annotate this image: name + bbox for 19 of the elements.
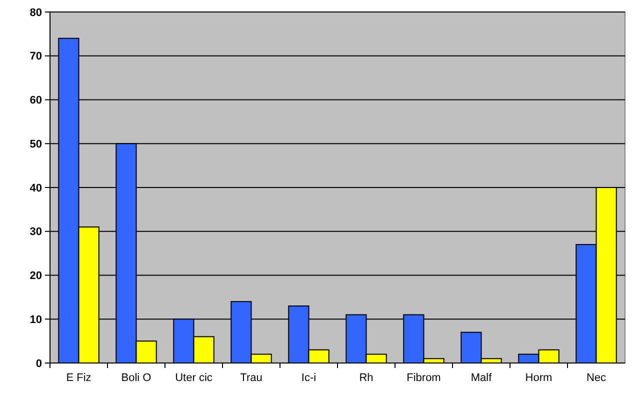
x-tick-label: Ic-i [301, 372, 316, 384]
y-tick-label: 0 [36, 358, 42, 370]
x-tick-label: Boli O [121, 372, 152, 384]
x-tick-label: Horm [525, 372, 552, 384]
y-tick-label: 60 [30, 94, 42, 107]
x-tick-label: E Fiz [66, 372, 92, 384]
x-tick-label: Nec [586, 372, 607, 384]
x-tick-label: Malf [470, 372, 493, 384]
x-tick-label: Uter cic [175, 372, 213, 384]
y-tick-label: 40 [30, 182, 42, 194]
y-tick-label: 50 [30, 138, 42, 150]
y-tick-label: 80 [30, 6, 42, 19]
y-tick-label: 30 [30, 226, 42, 238]
x-tick-label: Rh [359, 372, 374, 384]
y-tick-label: 70 [30, 50, 42, 63]
y-tick-label: 20 [30, 270, 42, 282]
x-tick-label: Trau [240, 372, 262, 384]
x-tick-label: Fibrom [406, 372, 441, 384]
y-tick-label: 10 [30, 314, 42, 326]
